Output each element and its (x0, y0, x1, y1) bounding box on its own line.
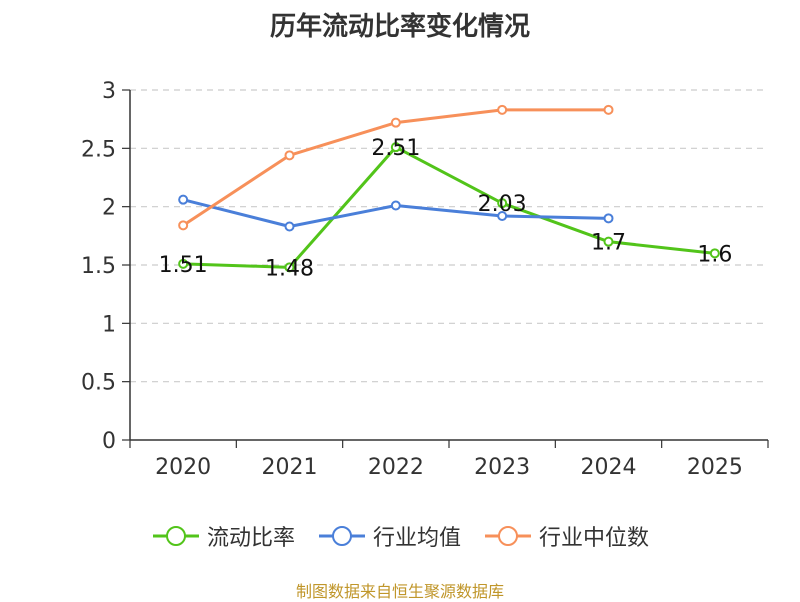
data-label: 1.6 (697, 242, 732, 267)
legend-item[interactable]: 行业中位数 (483, 520, 649, 552)
axis-layer: 0 0.5 1 1.5 2 2.5 3 2020 2021 2022 2023 2024 2025 (81, 79, 769, 480)
data-label: 1.51 (159, 253, 208, 278)
data-label: 1.48 (265, 256, 314, 281)
y-tick-label: 1 (102, 312, 116, 337)
y-tick-label: 1.5 (81, 254, 116, 279)
data-point (603, 104, 614, 115)
y-tick-label: 3 (102, 79, 116, 104)
legend-label: 行业中位数 (539, 526, 650, 551)
data-point (709, 248, 720, 259)
data-point (497, 104, 508, 115)
data-point (284, 221, 295, 232)
data-point (497, 198, 508, 209)
label-layer: 1.51 1.48 2.51 2.03 1.7 1.6 (159, 136, 733, 281)
x-tick-label: 2025 (687, 455, 743, 480)
data-point (603, 213, 614, 224)
source-note: 制图数据来自恒生聚源数据库 (295, 582, 504, 601)
data-point (390, 117, 401, 128)
legend-swatch-icon (485, 526, 531, 546)
legend-item[interactable]: 流动比率 (151, 520, 295, 552)
x-tick-label: 2024 (581, 455, 637, 480)
grid-layer (130, 89, 768, 383)
data-point (178, 258, 189, 269)
data-point (178, 220, 189, 231)
data-point (284, 150, 295, 161)
y-tick-label: 0 (102, 429, 116, 454)
series-line-0 (183, 145, 715, 269)
series-layer (178, 104, 720, 273)
data-label: 2.03 (478, 192, 527, 217)
legend-label: 流动比率 (206, 526, 295, 551)
data-point (497, 211, 508, 221)
data-point (390, 142, 401, 153)
legend-swatch-icon (318, 526, 365, 546)
data-point (178, 194, 189, 205)
data-point (390, 200, 401, 211)
x-tick-label: 2022 (368, 455, 424, 480)
x-tick-label: 2020 (155, 455, 211, 480)
y-tick-label: 0.5 (81, 371, 116, 396)
legend-swatch-icon (152, 526, 199, 546)
data-label: 1.7 (591, 231, 626, 256)
data-point (284, 262, 295, 273)
x-tick-label: 2021 (262, 455, 318, 480)
legend-item[interactable]: 行业均值 (317, 520, 461, 552)
legend: 流动比率 行业均值 行业中位数 (0, 520, 800, 552)
x-tick-label: 2023 (474, 455, 530, 480)
data-label: 2.51 (371, 136, 420, 161)
chart-title: 历年流动比率变化情况 (269, 12, 530, 42)
y-tick-label: 2 (102, 196, 116, 221)
y-tick-label: 2.5 (81, 137, 116, 162)
legend-label: 行业均值 (372, 526, 461, 551)
data-point (603, 236, 614, 247)
